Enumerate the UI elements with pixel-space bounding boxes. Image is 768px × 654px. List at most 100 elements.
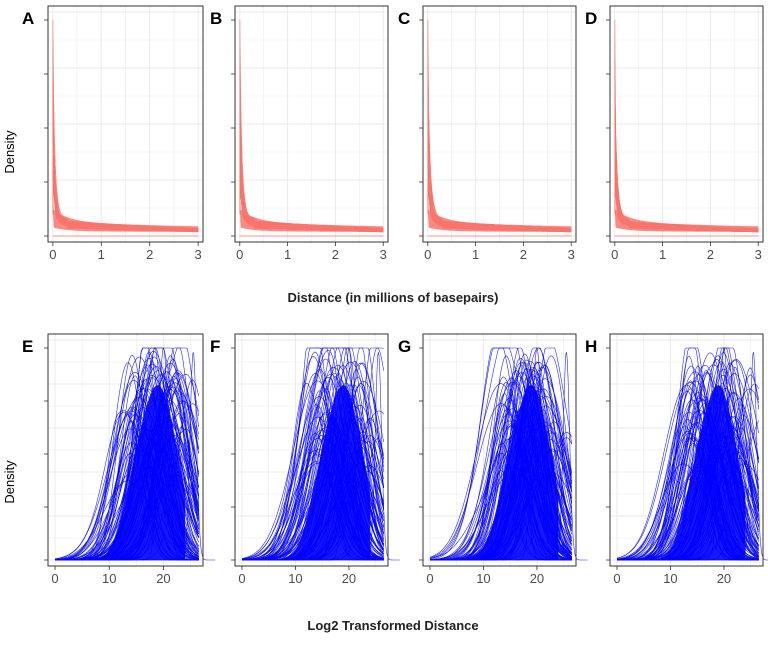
density-curve bbox=[616, 381, 759, 559]
x-tick-label: 2 bbox=[707, 247, 714, 262]
density-curve bbox=[614, 111, 759, 232]
density-curves bbox=[429, 347, 588, 561]
density-curve bbox=[241, 347, 384, 560]
x-tick-label: 20 bbox=[530, 571, 544, 586]
density-curve bbox=[55, 413, 199, 560]
x-tick-label: 0 bbox=[426, 571, 433, 586]
density-curve bbox=[616, 371, 759, 560]
density-curve bbox=[430, 425, 572, 561]
x-tick-label: 20 bbox=[156, 571, 170, 586]
density-curve bbox=[430, 421, 572, 561]
density-curve bbox=[702, 347, 746, 561]
density-curve bbox=[617, 365, 759, 561]
density-curve bbox=[327, 347, 371, 561]
density-curve bbox=[128, 464, 172, 561]
bottom-row-ylabel: Density bbox=[2, 460, 17, 504]
density-curve bbox=[241, 380, 384, 559]
x-tick-label: 3 bbox=[568, 247, 575, 262]
panel-border bbox=[47, 5, 204, 243]
density-curve bbox=[429, 381, 572, 560]
x-tick-label: 3 bbox=[195, 247, 202, 262]
x-tick-label: 3 bbox=[755, 247, 762, 262]
panel-letter-G: G bbox=[398, 337, 411, 356]
density-curve bbox=[616, 425, 759, 561]
panels: A 0 1 2 3 B 0 1 2 3 C 0 1 2 3 D 0 1 2 3 E 0 10 20 F 0 10 20 G 0 10 20 H 0… bbox=[22, 5, 768, 586]
density-curve bbox=[52, 87, 199, 230]
density-curve bbox=[427, 145, 572, 229]
panel-B: B 0 1 2 3 bbox=[210, 5, 389, 262]
density-curve bbox=[239, 113, 384, 233]
x-tick-label: 0 bbox=[238, 571, 245, 586]
x-tick-label: 3 bbox=[380, 247, 387, 262]
density-curve bbox=[52, 152, 199, 233]
panel-letter-D: D bbox=[585, 9, 597, 28]
density-curve bbox=[141, 347, 186, 561]
panel-border bbox=[609, 5, 764, 243]
density-curve bbox=[239, 122, 384, 231]
density-curve bbox=[239, 133, 384, 232]
x-tick-label: 10 bbox=[288, 571, 302, 586]
density-curve bbox=[241, 461, 384, 560]
x-tick-label: 1 bbox=[98, 247, 105, 262]
x-tick-label: 20 bbox=[342, 571, 356, 586]
panel-A: A 0 1 2 3 bbox=[22, 5, 204, 262]
density-curve bbox=[429, 383, 572, 558]
density-curves bbox=[614, 19, 759, 233]
x-tick-label: 10 bbox=[476, 571, 490, 586]
density-curve bbox=[429, 347, 572, 559]
density-curve bbox=[502, 464, 545, 561]
density-curve bbox=[241, 356, 384, 561]
density-curves bbox=[52, 19, 199, 233]
density-curve bbox=[54, 412, 199, 560]
overplot-core bbox=[472, 385, 559, 560]
panel-C: C 0 1 2 3 bbox=[398, 5, 577, 262]
top-row-ylabel: Density bbox=[2, 130, 17, 174]
density-curve bbox=[616, 380, 759, 560]
x-tick-label: 2 bbox=[332, 247, 339, 262]
panel-F: F 0 10 20 bbox=[210, 333, 400, 586]
panel-letter-E: E bbox=[22, 337, 33, 356]
top-row-xlabel: Distance (in millions of basepairs) bbox=[288, 290, 499, 305]
density-curve bbox=[52, 83, 199, 230]
density-curves bbox=[427, 19, 572, 233]
density-curve bbox=[241, 462, 384, 560]
density-curve bbox=[54, 480, 199, 560]
density-curves bbox=[616, 347, 768, 561]
panel-H: H 0 10 20 bbox=[585, 333, 768, 586]
panel-letter-B: B bbox=[210, 9, 222, 28]
density-curve bbox=[239, 139, 384, 230]
density-curve bbox=[54, 406, 199, 560]
density-curve bbox=[55, 364, 199, 561]
bottom-row-xlabel: Log2 Transformed Distance bbox=[307, 618, 478, 633]
panel-G: G 0 10 20 bbox=[398, 333, 588, 586]
x-tick-label: 20 bbox=[717, 571, 731, 586]
density-curve bbox=[430, 404, 572, 561]
density-curve bbox=[55, 467, 199, 561]
x-tick-label: 0 bbox=[611, 247, 618, 262]
panel-letter-H: H bbox=[585, 337, 597, 356]
density-curve bbox=[616, 384, 759, 560]
density-curve bbox=[55, 470, 199, 560]
x-tick-label: 2 bbox=[146, 247, 153, 262]
density-curves bbox=[239, 19, 384, 233]
x-tick-label: 0 bbox=[424, 247, 431, 262]
x-tick-label: 0 bbox=[51, 571, 58, 586]
panel-D: D 0 1 2 3 bbox=[585, 5, 764, 262]
density-curve bbox=[515, 347, 559, 561]
x-tick-label: 0 bbox=[49, 247, 56, 262]
density-curve bbox=[314, 464, 357, 561]
density-curve bbox=[614, 86, 759, 232]
density-curve bbox=[617, 390, 759, 561]
x-tick-label: 10 bbox=[102, 571, 116, 586]
x-tick-label: 0 bbox=[613, 571, 620, 586]
density-curves bbox=[54, 347, 215, 561]
panel-border bbox=[609, 333, 764, 567]
density-curve bbox=[427, 110, 572, 231]
density-curve bbox=[430, 420, 572, 561]
density-curve bbox=[241, 374, 384, 560]
panel-letter-F: F bbox=[210, 337, 220, 356]
panel-border bbox=[422, 333, 577, 567]
density-curve bbox=[242, 454, 384, 561]
panel-border bbox=[422, 5, 577, 243]
